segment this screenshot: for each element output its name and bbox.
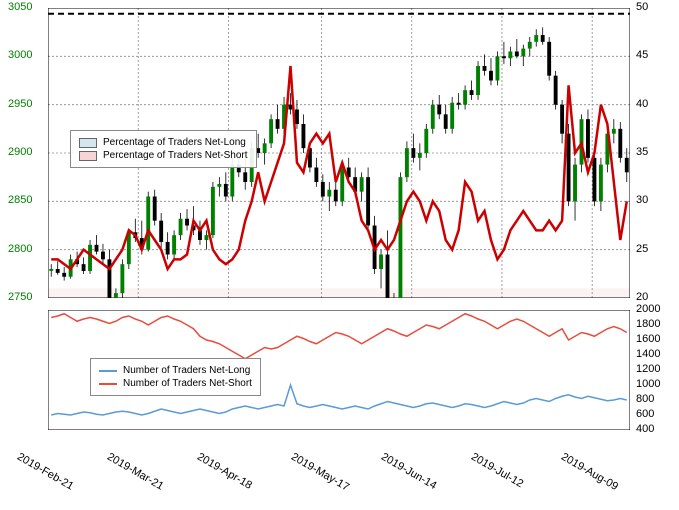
legend-swatch-long [79, 138, 97, 148]
legend-label-short: Percentage of Traders Net-Short [103, 150, 248, 161]
chart-container: 2750280028502900295030003050 20253035404… [0, 0, 679, 510]
legend-line-short [99, 383, 117, 385]
legend-label-long: Percentage of Traders Net-Long [103, 137, 246, 148]
sub-legend: Number of Traders Net-Long Number of Tra… [90, 358, 261, 396]
legend-item-num-long: Number of Traders Net-Long [99, 365, 252, 376]
legend-swatch-short [79, 151, 97, 161]
legend-label-num-long: Number of Traders Net-Long [123, 365, 250, 376]
main-legend: Percentage of Traders Net-Long Percentag… [70, 130, 257, 168]
legend-item-long: Percentage of Traders Net-Long [79, 137, 248, 148]
legend-label-num-short: Number of Traders Net-Short [123, 378, 252, 389]
legend-item-short: Percentage of Traders Net-Short [79, 150, 248, 161]
legend-line-long [99, 370, 117, 372]
legend-item-num-short: Number of Traders Net-Short [99, 378, 252, 389]
